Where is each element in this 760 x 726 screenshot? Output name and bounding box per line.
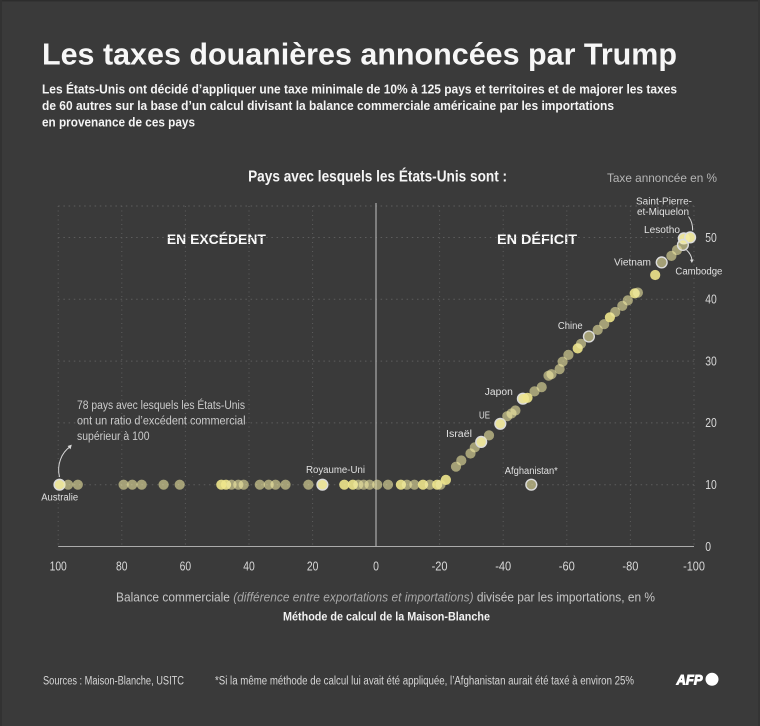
svg-text:supérieur à 100: supérieur à 100: [77, 431, 150, 443]
svg-text:-60: -60: [559, 560, 575, 574]
svg-text:20: 20: [307, 560, 319, 574]
svg-text:40: 40: [705, 293, 717, 307]
svg-text:Méthode de calcul de la Maison: Méthode de calcul de la Maison-Blanche: [283, 610, 490, 624]
svg-text:Taxe annoncée en %: Taxe annoncée en %: [607, 171, 717, 185]
svg-text:50: 50: [705, 231, 717, 245]
svg-text:-80: -80: [622, 560, 638, 574]
svg-text:Sources : Maison-Blanche, USIT: Sources : Maison-Blanche, USITC: [43, 676, 184, 688]
svg-text:Israël: Israël: [446, 429, 472, 440]
svg-text:Vietnam: Vietnam: [614, 258, 651, 269]
svg-text:Australie: Australie: [41, 493, 78, 504]
svg-text:Japon: Japon: [485, 387, 513, 398]
svg-text:Les États-Unis ont décidé d’ap: Les États-Unis ont décidé d’appliquer un…: [42, 81, 677, 96]
svg-text:78 pays avec lesquels les État: 78 pays avec lesquels les États-Unis: [77, 399, 245, 412]
svg-text:10: 10: [705, 478, 717, 492]
svg-text:0: 0: [705, 540, 711, 554]
svg-text:Lesotho: Lesotho: [644, 225, 680, 236]
svg-text:60: 60: [180, 560, 192, 574]
svg-text:-100: -100: [683, 560, 705, 574]
svg-text:EN EXCÉDENT: EN EXCÉDENT: [167, 232, 267, 247]
svg-text:de 60 autres sur la base d’un: de 60 autres sur la base d’un calcul div…: [42, 98, 614, 113]
svg-text:Afghanistan*: Afghanistan*: [505, 466, 558, 477]
svg-text:30: 30: [705, 354, 717, 368]
svg-text:ont un ratio d’excédent commer: ont un ratio d’excédent commercial: [77, 416, 246, 428]
svg-text:100: 100: [50, 560, 67, 574]
svg-text:UE: UE: [479, 411, 490, 422]
svg-text:-40: -40: [495, 560, 511, 574]
svg-text:*Si la même méthode de calcul: *Si la même méthode de calcul lui avait …: [215, 676, 634, 688]
svg-text:Les taxes douanières annoncées: Les taxes douanières annoncées par Trump: [42, 37, 677, 72]
svg-text:Pays avec lesquels les États-U: Pays avec lesquels les États-Unis sont :: [248, 167, 507, 186]
svg-text:en provenance de ces pays: en provenance de ces pays: [42, 115, 195, 130]
svg-text:et-Miquelon: et-Miquelon: [637, 207, 689, 218]
svg-text:40: 40: [243, 560, 255, 574]
svg-text:Saint-Pierre-: Saint-Pierre-: [636, 197, 692, 208]
svg-text:Chine: Chine: [558, 321, 583, 332]
svg-text:80: 80: [116, 560, 128, 574]
svg-text:20: 20: [705, 416, 717, 430]
svg-text:AFP: AFP: [676, 673, 704, 688]
svg-text:EN DÉFICIT: EN DÉFICIT: [497, 232, 578, 247]
svg-text:Cambodge: Cambodge: [675, 267, 722, 278]
svg-text:0: 0: [373, 560, 379, 574]
svg-text:Balance commerciale (différenc: Balance commerciale (différence entre ex…: [116, 590, 655, 605]
svg-text:Royaume-Uni: Royaume-Uni: [306, 465, 365, 476]
svg-text:-20: -20: [432, 560, 448, 574]
